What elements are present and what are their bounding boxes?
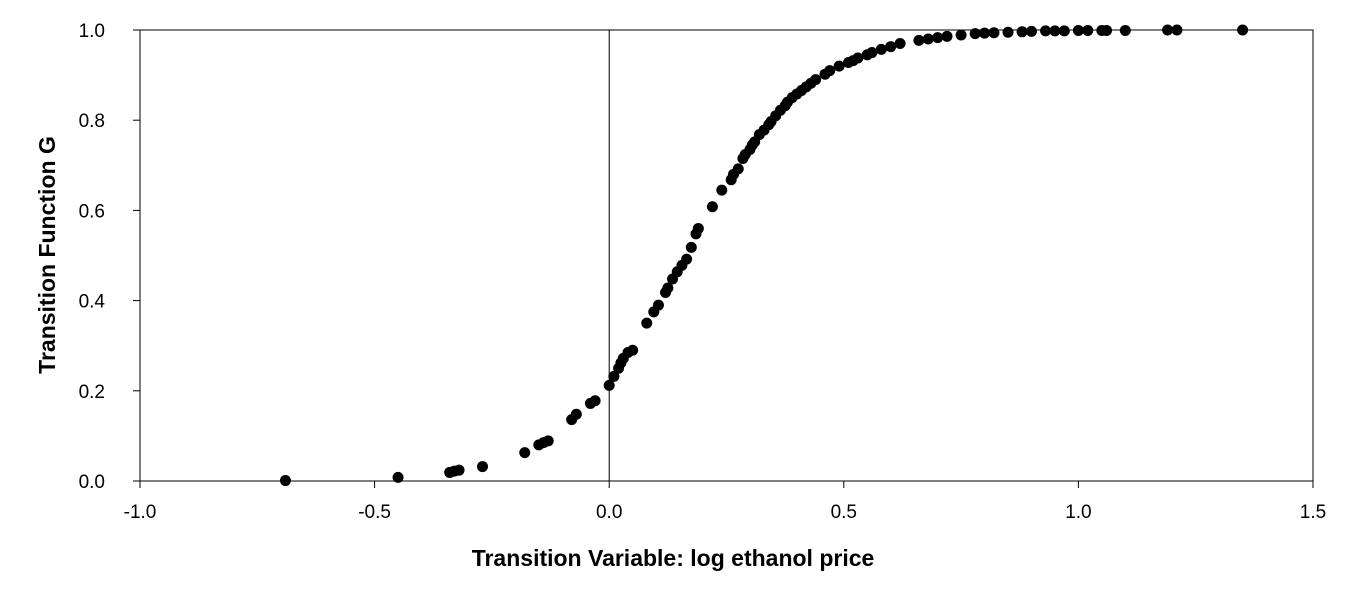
- data-point: [852, 52, 864, 64]
- data-point: [979, 27, 991, 39]
- data-point: [1002, 26, 1014, 38]
- data-point: [392, 471, 404, 483]
- data-point: [810, 74, 822, 86]
- data-point: [519, 447, 531, 459]
- x-axis-title: Transition Variable: log ethanol price: [472, 545, 875, 571]
- x-tick-label: 1.5: [1300, 502, 1326, 523]
- data-point: [941, 30, 953, 42]
- data-point: [1171, 24, 1183, 36]
- y-tick-label: 1.0: [79, 21, 105, 42]
- data-point: [732, 163, 744, 175]
- data-point: [652, 299, 664, 311]
- y-tick-label: 0.6: [79, 201, 105, 222]
- data-point: [692, 222, 704, 234]
- data-point: [1082, 24, 1094, 36]
- data-point: [1237, 24, 1249, 36]
- x-tick-label: 0.0: [596, 502, 622, 523]
- data-point: [681, 253, 693, 265]
- data-point: [453, 464, 465, 476]
- data-point: [641, 317, 653, 329]
- data-point: [608, 370, 620, 382]
- x-tick-label: 1.0: [1065, 502, 1091, 523]
- data-point: [706, 201, 718, 213]
- data-point: [1162, 24, 1174, 36]
- x-tick-label: 0.5: [831, 502, 857, 523]
- data-point: [824, 65, 836, 77]
- data-point: [1016, 26, 1028, 38]
- data-point: [913, 34, 925, 46]
- data-point: [589, 395, 601, 407]
- data-point: [955, 29, 967, 41]
- data-point: [685, 241, 697, 253]
- data-point: [932, 32, 944, 44]
- data-point: [716, 184, 728, 196]
- data-point: [988, 27, 1000, 39]
- data-point: [627, 344, 639, 356]
- data-point: [1025, 25, 1037, 37]
- data-point: [1058, 25, 1070, 37]
- data-point: [922, 33, 934, 45]
- data-point: [894, 38, 906, 50]
- x-tick-label: -0.5: [358, 502, 391, 523]
- data-point: [885, 41, 897, 53]
- axis-ticks: -1.0 -0.5 0.0 0.5 1.0 1.5 0.0 0.2 0.4 0.6 0.8 1.0: [79, 21, 1327, 523]
- data-point: [833, 60, 845, 72]
- y-axis-title: Transition Function G: [34, 136, 60, 374]
- data-point: [1049, 25, 1061, 37]
- data-point: [1072, 24, 1084, 36]
- x-tick-label: -1.0: [124, 502, 157, 523]
- data-point: [866, 47, 878, 59]
- y-tick-label: 0.4: [79, 292, 106, 313]
- data-point: [662, 282, 674, 294]
- data-point: [542, 435, 554, 447]
- data-point: [969, 28, 981, 40]
- plot-area: [139, 29, 1314, 482]
- data-point: [875, 43, 887, 55]
- y-tick-label: 0.0: [79, 472, 105, 493]
- data-point: [477, 461, 489, 473]
- data-point: [1101, 24, 1113, 36]
- y-tick-label: 0.8: [79, 111, 105, 132]
- data-point: [570, 408, 582, 420]
- data-point: [1040, 25, 1052, 37]
- data-point: [603, 379, 615, 391]
- data-point: [279, 475, 291, 487]
- plot-border: [139, 29, 1314, 482]
- scatter-points: [279, 24, 1249, 487]
- data-point: [1119, 24, 1131, 36]
- y-tick-label: 0.2: [79, 382, 105, 403]
